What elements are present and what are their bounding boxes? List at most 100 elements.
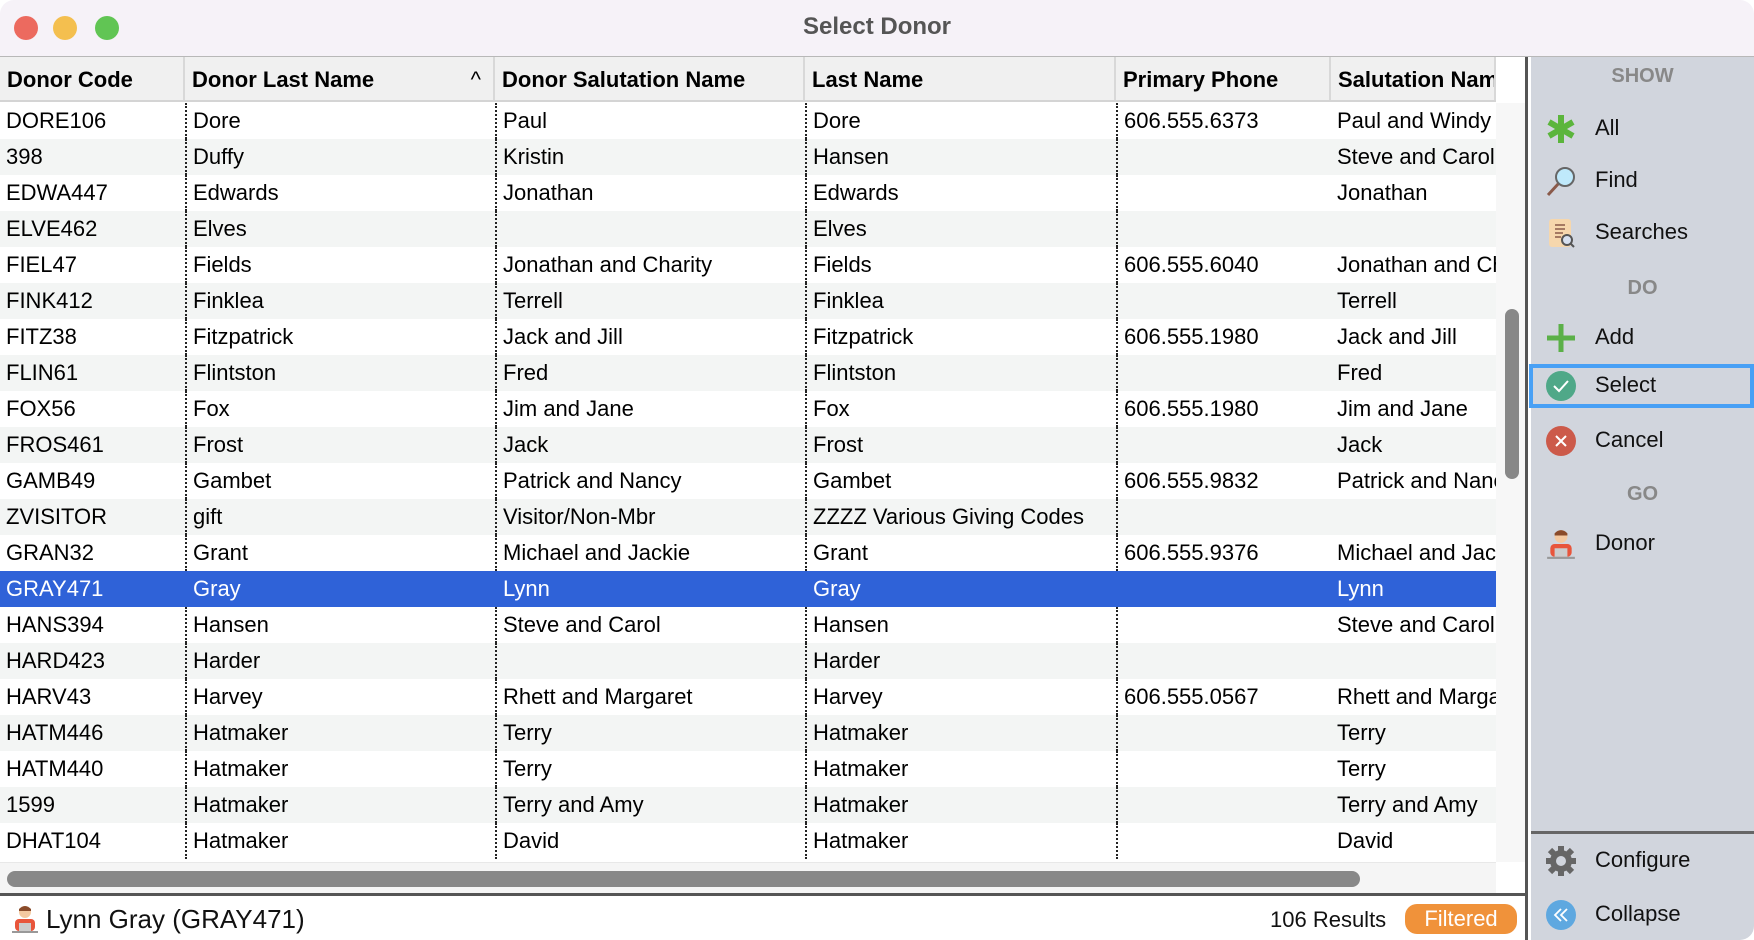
sort-ascending-icon[interactable]: ^ (470, 67, 481, 92)
searches-button[interactable]: Searches (1531, 211, 1754, 255)
minimize-window-button[interactable] (53, 16, 77, 40)
table-row[interactable]: FOX56 Fox Jim and Jane Fox 606.555.1980 Jim a… (0, 391, 1496, 427)
cell-salutation-name: Jonathan and Charity (1337, 252, 1496, 277)
cell-last-name: Fox (805, 391, 1116, 427)
cell-primary-phone (1116, 787, 1331, 823)
zoom-window-button[interactable] (95, 16, 119, 40)
cell-donor-last-name: Fields (185, 247, 495, 283)
table-row[interactable]: GAMB49 Gambet Patrick and Nancy Gambet 606.5… (0, 463, 1496, 499)
column-header-last-name[interactable]: Last Name (805, 57, 1116, 100)
status-bar: Lynn Gray (GRAY471) 106 Results Filtered (0, 893, 1528, 940)
cell-last-name: Hatmaker (805, 823, 1116, 859)
cell-last-name: Hatmaker (805, 715, 1116, 751)
go-donor-button[interactable]: Donor (1531, 522, 1754, 566)
section-do-heading: DO (1627, 277, 1658, 299)
table-row[interactable]: HATM446 Hatmaker Terry Hatmaker Terry (0, 715, 1496, 751)
cell-donor-code: GRAN32 (6, 540, 95, 565)
horizontal-scrollbar[interactable] (0, 862, 1496, 893)
cell-donor-code: FITZ38 (6, 324, 77, 349)
title-bar: Select Donor (0, 0, 1754, 57)
cell-donor-code: DHAT104 (6, 828, 101, 853)
cell-primary-phone (1116, 823, 1331, 859)
cell-primary-phone (1116, 427, 1331, 463)
cell-donor-salutation-name: Jonathan and Charity (495, 247, 805, 283)
column-header-primary-phone[interactable]: Primary Phone (1116, 57, 1331, 100)
selected-donor-label: Lynn Gray (GRAY471) (46, 904, 305, 934)
cell-donor-code: 398 (6, 144, 43, 169)
cell-primary-phone (1116, 211, 1331, 247)
column-header-label: Salutation Name (1338, 67, 1496, 92)
cell-primary-phone: 606.555.6373 (1116, 103, 1331, 139)
cell-donor-code: FOX56 (6, 396, 76, 421)
cell-donor-last-name: Dore (185, 103, 495, 139)
cell-donor-code: FINK412 (6, 288, 93, 313)
collapse-button[interactable]: Collapse (1531, 893, 1754, 937)
cell-salutation-name (1331, 499, 1496, 535)
add-button[interactable]: Add (1531, 316, 1754, 360)
table-row[interactable]: FINK412 Finklea Terrell Finklea Terrell (0, 283, 1496, 319)
table-row[interactable]: HARV43 Harvey Rhett and Margaret Harvey 606.… (0, 679, 1496, 715)
table-row[interactable]: 398 Duffy Kristin Hansen Steve and Carol (0, 139, 1496, 175)
cell-donor-salutation-name: Jack and Jill (495, 319, 805, 355)
cell-primary-phone (1116, 643, 1331, 679)
table-row[interactable]: FIEL47 Fields Jonathan and Charity Fields 60… (0, 247, 1496, 283)
cell-last-name: Finklea (805, 283, 1116, 319)
vertical-scrollbar[interactable] (1496, 103, 1525, 862)
horizontal-scroll-thumb[interactable] (7, 871, 1360, 887)
table-row[interactable]: FITZ38 Fitzpatrick Jack and Jill Fitzpatric… (0, 319, 1496, 355)
cell-salutation-name: Patrick and Nancy (1337, 468, 1496, 493)
cell-salutation-name: Jack (1337, 432, 1383, 457)
column-header-salutation-name[interactable]: Salutation Name (1331, 57, 1496, 100)
filtered-badge[interactable]: Filtered (1405, 904, 1517, 934)
donor-label: Donor (1595, 530, 1655, 555)
cell-salutation-name: Steve and Carol (1337, 612, 1495, 637)
show-all-button[interactable]: All (1531, 107, 1754, 151)
table-row[interactable]: GRAN32 Grant Michael and Jackie Grant 606.55… (0, 535, 1496, 571)
cell-last-name: Harder (805, 643, 1116, 679)
cell-last-name: ZZZZ Various Giving Codes (805, 499, 1116, 535)
table-row[interactable]: FLIN61 Flintston Fred Flintston Fred (0, 355, 1496, 391)
table-row[interactable]: EDWA447 Edwards Jonathan Edwards Jonathan (0, 175, 1496, 211)
table-row[interactable]: 1599 Hatmaker Terry and Amy Hatmaker Terry a… (0, 787, 1496, 823)
cell-last-name: Dore (805, 103, 1116, 139)
cell-primary-phone (1116, 571, 1331, 607)
close-window-button[interactable] (14, 16, 38, 40)
cell-donor-salutation-name: Jonathan (495, 175, 805, 211)
cell-donor-salutation-name: Kristin (495, 139, 805, 175)
results-count: 106 Results (1270, 907, 1387, 932)
cell-salutation-name (1331, 643, 1496, 679)
cell-donor-last-name: Harder (185, 643, 495, 679)
cell-primary-phone: 606.555.0567 (1116, 679, 1331, 715)
table-row[interactable]: HANS394 Hansen Steve and Carol Hansen Steve … (0, 607, 1496, 643)
find-button[interactable]: Find (1531, 159, 1754, 203)
table-row[interactable]: FROS461 Frost Jack Frost Jack (0, 427, 1496, 463)
cell-last-name: Hansen (805, 139, 1116, 175)
table-row[interactable]: DORE106 Dore Paul Dore 606.555.6373 Paul and … (0, 103, 1496, 139)
configure-button[interactable]: Configure (1531, 839, 1754, 883)
collapse-label: Collapse (1595, 901, 1681, 926)
cell-donor-last-name: Hatmaker (185, 787, 495, 823)
cell-donor-salutation-name: Lynn (495, 571, 805, 607)
table-row[interactable]: GRAY471 Gray Lynn Gray Lynn (0, 571, 1496, 607)
table-row[interactable]: ELVE462 Elves Elves (0, 211, 1496, 247)
cancel-button[interactable]: Cancel (1531, 419, 1754, 463)
cell-salutation-name: Terrell (1337, 288, 1397, 313)
show-all-label: All (1595, 115, 1620, 140)
cell-salutation-name: Jonathan (1337, 180, 1428, 205)
table-row[interactable]: ZVISITOR gift Visitor/Non-Mbr ZZZZ Various … (0, 499, 1496, 535)
table-row[interactable]: HATM440 Hatmaker Terry Hatmaker Terry (0, 751, 1496, 787)
donor-table: Donor Code Donor Last Name ^ Donor Salutati… (0, 57, 1528, 893)
column-header-donor-last-name[interactable]: Donor Last Name ^ (185, 57, 495, 100)
column-header-donor-code[interactable]: Donor Code (0, 57, 185, 100)
cell-salutation-name: Terry and Amy (1337, 792, 1478, 817)
configure-label: Configure (1595, 847, 1691, 872)
cell-last-name: Grant (805, 535, 1116, 571)
table-row[interactable]: HARD423 Harder Harder (0, 643, 1496, 679)
table-row[interactable]: DHAT104 Hatmaker David Hatmaker David (0, 823, 1496, 859)
select-button[interactable]: Select (1529, 364, 1754, 408)
vertical-scroll-thumb[interactable] (1505, 309, 1519, 479)
cell-last-name: Gray (805, 571, 1116, 607)
column-header-donor-salutation-name[interactable]: Donor Salutation Name (495, 57, 805, 100)
cell-primary-phone (1116, 139, 1331, 175)
scroll-search-icon (1549, 219, 1575, 248)
